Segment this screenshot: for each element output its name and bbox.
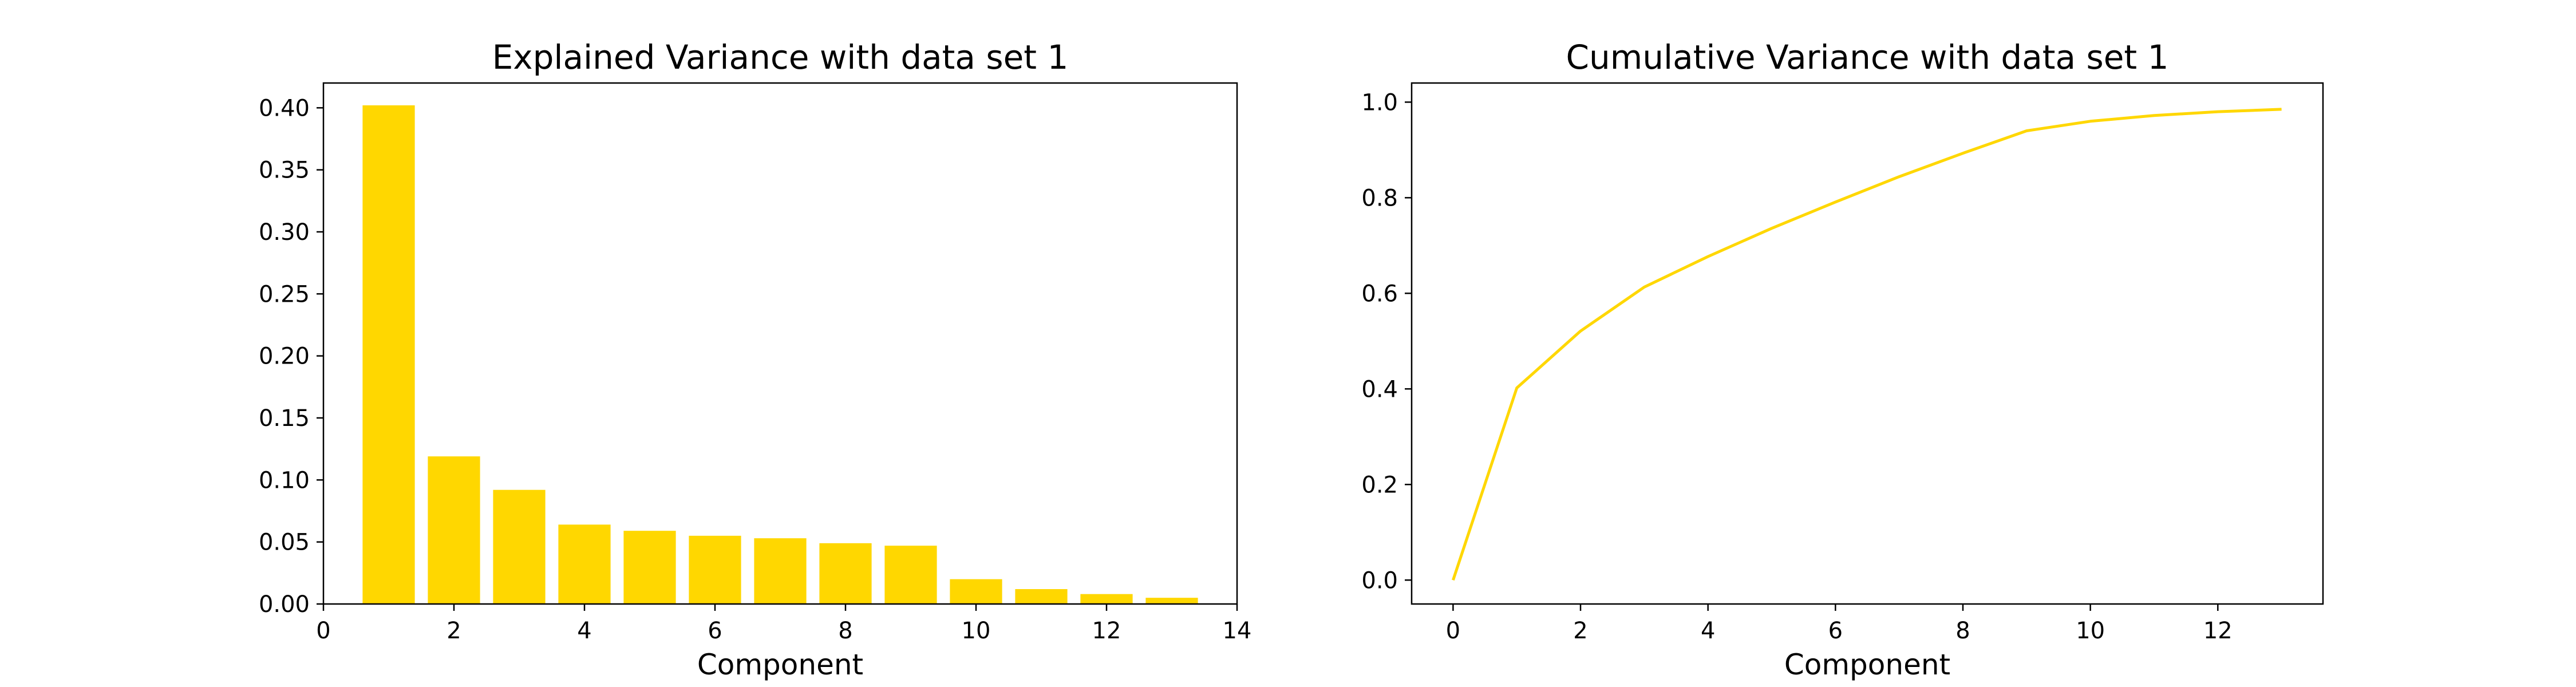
x-tick-label: 10 <box>962 618 991 644</box>
y-tick-label: 0.8 <box>1361 185 1398 211</box>
bar <box>428 456 480 604</box>
x-tick-label: 2 <box>447 618 461 644</box>
x-axis-label: Component <box>697 648 863 681</box>
x-tick-label: 0 <box>316 618 330 644</box>
explained-variance-chart: Explained Variance with data set 1 0 2 4 6 8… <box>259 38 1252 681</box>
bar <box>689 535 741 604</box>
y-tick-label: 0.05 <box>259 530 310 556</box>
x-tick-label: 12 <box>1092 618 1121 644</box>
y-tick-label: 0.0 <box>1361 567 1398 594</box>
y-tick-label: 0.25 <box>259 281 310 307</box>
y-axis: 0.0 0.2 0.4 0.6 0.8 1.0 <box>1361 89 1412 594</box>
x-axis: 0 2 4 6 8 10 12 14 <box>316 604 1251 644</box>
bar <box>950 579 1002 604</box>
bar <box>819 543 872 604</box>
bar <box>558 524 611 604</box>
bar-group <box>362 105 1198 604</box>
x-tick-label: 12 <box>2203 618 2233 644</box>
y-tick-label: 0.6 <box>1361 281 1398 307</box>
bar <box>493 489 546 604</box>
y-axis: 0.00 0.05 0.10 0.15 0.20 0.25 0.30 0.35 0.40 <box>259 95 323 618</box>
plot-frame <box>322 82 1238 605</box>
y-tick-label: 1.0 <box>1361 89 1398 116</box>
cumulative-variance-line <box>1452 108 2282 581</box>
bar <box>1080 594 1133 604</box>
bar <box>884 546 937 604</box>
x-tick-label: 6 <box>708 618 722 644</box>
x-tick-label: 4 <box>577 618 591 644</box>
bar <box>1145 598 1198 604</box>
x-tick-label: 10 <box>2076 618 2105 644</box>
x-axis-label: Component <box>1784 648 1950 681</box>
y-tick-label: 0.20 <box>259 344 310 370</box>
chart-title: Cumulative Variance with data set 1 <box>1566 38 2168 77</box>
x-tick-label: 0 <box>1446 618 1460 644</box>
x-tick-label: 8 <box>1955 618 1970 644</box>
y-tick-label: 0.40 <box>259 95 310 121</box>
x-tick-label: 14 <box>1223 618 1252 644</box>
y-tick-label: 0.15 <box>259 405 310 432</box>
y-tick-label: 0.35 <box>259 157 310 184</box>
x-tick-label: 6 <box>1828 618 1843 644</box>
x-axis: 0 2 4 6 8 10 12 <box>1446 604 2233 644</box>
x-tick-label: 2 <box>1573 618 1587 644</box>
y-tick-label: 0.2 <box>1361 472 1398 498</box>
bar <box>1015 589 1068 604</box>
cumulative-variance-chart: Cumulative Variance with data set 1 0 2 4 6… <box>1361 38 2324 681</box>
x-tick-label: 4 <box>1701 618 1715 644</box>
y-tick-label: 0.10 <box>259 467 310 493</box>
bar <box>623 531 676 604</box>
y-tick-label: 0.4 <box>1361 376 1398 402</box>
bar <box>754 538 807 604</box>
plot-frame <box>1411 82 2324 605</box>
point-group <box>1453 109 2282 581</box>
y-tick-label: 0.00 <box>259 591 310 618</box>
bar <box>362 105 415 604</box>
x-tick-label: 8 <box>838 618 852 644</box>
y-tick-label: 0.30 <box>259 219 310 246</box>
chart-title: Explained Variance with data set 1 <box>492 38 1069 77</box>
